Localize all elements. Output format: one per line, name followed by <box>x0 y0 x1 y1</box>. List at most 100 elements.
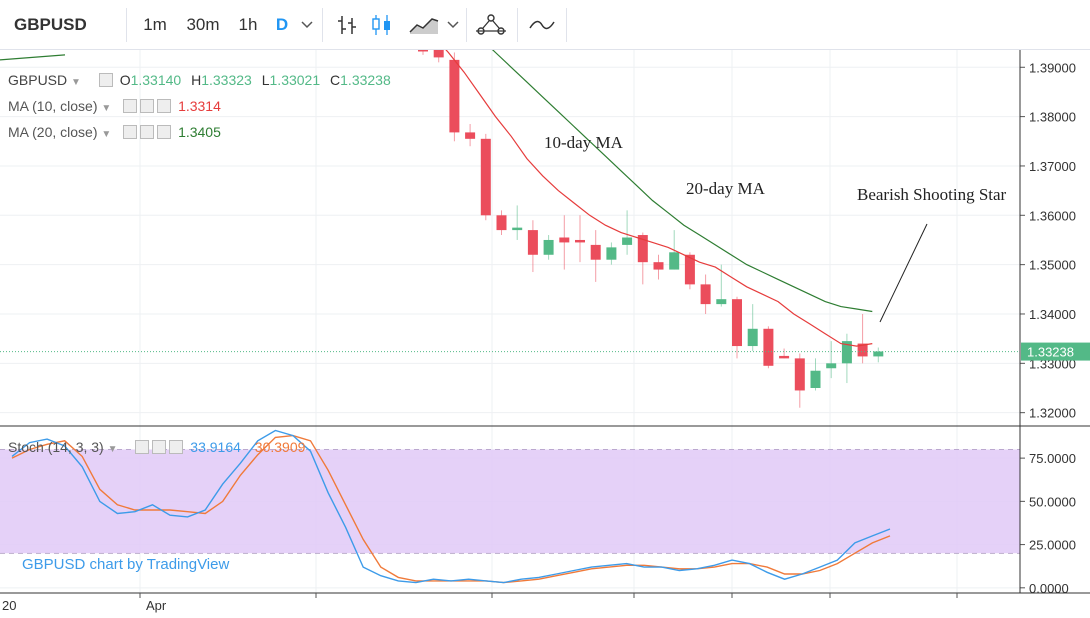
low-label: L <box>261 72 270 88</box>
annotations: 10-day MA 20-day MA Bearish Shooting Sta… <box>544 133 1007 323</box>
ma20-value: 1.3405 <box>178 124 221 140</box>
candle-body <box>449 59 460 133</box>
gear-icon[interactable] <box>140 99 155 113</box>
high-label: H <box>191 72 202 88</box>
interval-1h-button[interactable]: 1h <box>238 15 258 34</box>
candle-body <box>480 138 491 216</box>
chevron-down-icon[interactable]: ▼ <box>101 129 112 140</box>
candle <box>716 264 727 307</box>
candle <box>763 326 774 369</box>
chevron-down-icon[interactable] <box>298 13 316 39</box>
ma10-annotation: 10-day MA <box>544 133 624 152</box>
candle <box>857 313 868 364</box>
candle <box>779 348 790 359</box>
candle <box>841 333 852 384</box>
candle-body <box>732 299 742 347</box>
chevron-down-icon[interactable] <box>444 13 462 39</box>
price-tick-label: 1.37000 <box>1029 159 1076 174</box>
candle <box>496 210 507 236</box>
price-tick-label: 1.32000 <box>1029 406 1076 421</box>
candle <box>512 205 523 240</box>
candle <box>622 210 633 255</box>
candle-body <box>873 351 884 357</box>
chevron-down-icon[interactable]: ▼ <box>71 77 81 88</box>
candle-body <box>841 341 852 364</box>
compare-icon[interactable] <box>527 12 557 38</box>
indicators-icon[interactable] <box>474 12 508 38</box>
toolbar-separator <box>126 8 127 42</box>
price-legend: GBPUSD ▼ O1.33140 H1.33323 L1.33021 C1.3… <box>8 72 391 88</box>
candle <box>732 296 742 359</box>
area-chart-icon[interactable] <box>408 12 440 38</box>
candle-body <box>857 343 868 357</box>
candle-body <box>575 239 585 243</box>
candle-body <box>637 235 648 263</box>
price-tick-label: 1.39000 <box>1029 60 1076 75</box>
toolbar-separator <box>466 8 467 42</box>
candle-body <box>684 254 695 285</box>
ma20-line-left <box>0 54 66 61</box>
symbol-selector[interactable]: GBPUSD <box>14 15 87 34</box>
candle <box>433 47 444 63</box>
candle-body <box>794 358 805 391</box>
ma20-name: MA (20, close) <box>8 124 98 140</box>
candle <box>480 133 491 221</box>
stoch-legend: Stoch (14, 3, 3) ▼ 33.9164 30.3909 <box>8 439 305 455</box>
eye-icon[interactable] <box>123 125 138 139</box>
eye-icon[interactable] <box>123 99 138 113</box>
shooting-star-annotation: Bearish Shooting Star <box>857 185 1007 204</box>
ma10-value: 1.3314 <box>178 98 221 114</box>
time-axis-label: Apr <box>146 598 167 613</box>
stoch-tick-label: 0.0000 <box>1029 581 1069 596</box>
price-tick-label: 1.38000 <box>1029 110 1076 125</box>
candle-body <box>590 244 601 260</box>
candle-body <box>543 239 554 255</box>
interval-30m-button[interactable]: 30m <box>186 15 220 34</box>
candle <box>449 52 460 142</box>
stoch-tick-label: 50.0000 <box>1029 494 1076 509</box>
candle <box>826 341 837 379</box>
open-label: O <box>119 72 131 88</box>
interval-1m-button[interactable]: 1m <box>143 15 167 34</box>
toolbar-separator <box>566 8 567 42</box>
watermark[interactable]: GBPUSD chart by TradingView <box>22 556 230 573</box>
stoch-tick-label: 75.0000 <box>1029 451 1076 466</box>
bar-chart-icon[interactable] <box>334 12 360 38</box>
candle <box>543 235 554 260</box>
candle <box>810 358 821 391</box>
ma10-name: MA (10, close) <box>8 98 98 114</box>
open-value: 1.33140 <box>130 72 182 88</box>
eye-icon[interactable] <box>135 440 150 454</box>
gear-icon[interactable] <box>152 440 167 454</box>
close-icon[interactable] <box>157 99 172 113</box>
candle-body <box>496 215 507 231</box>
candle-body <box>512 227 523 231</box>
candle <box>418 41 428 55</box>
candle <box>465 124 476 147</box>
close-value: 1.33238 <box>340 72 391 88</box>
stoch-lines <box>11 429 891 584</box>
candle-body <box>433 50 444 58</box>
candle-body <box>763 328 774 366</box>
price-tick-label: 1.34000 <box>1029 307 1076 322</box>
candle-body <box>559 237 570 243</box>
candle <box>794 353 805 408</box>
chevron-down-icon[interactable]: ▼ <box>107 444 118 455</box>
chevron-down-icon[interactable]: ▼ <box>101 103 112 114</box>
candle-body <box>606 247 617 260</box>
interval-d-button[interactable]: D <box>275 15 289 34</box>
candle <box>873 347 884 363</box>
close-icon[interactable] <box>157 125 172 139</box>
toolbar-separator <box>322 8 323 42</box>
time-axis-label: 20 <box>2 598 16 613</box>
eye-icon[interactable] <box>98 73 113 87</box>
candle-body <box>826 363 837 369</box>
gear-icon[interactable] <box>140 125 155 139</box>
candles-icon[interactable] <box>369 12 395 38</box>
high-value: 1.33323 <box>201 72 252 88</box>
axes: 1.39000 1.38000 1.37000 1.36000 1.35000 1.340… <box>0 50 1090 613</box>
candle <box>606 242 617 265</box>
close-icon[interactable] <box>169 440 184 454</box>
